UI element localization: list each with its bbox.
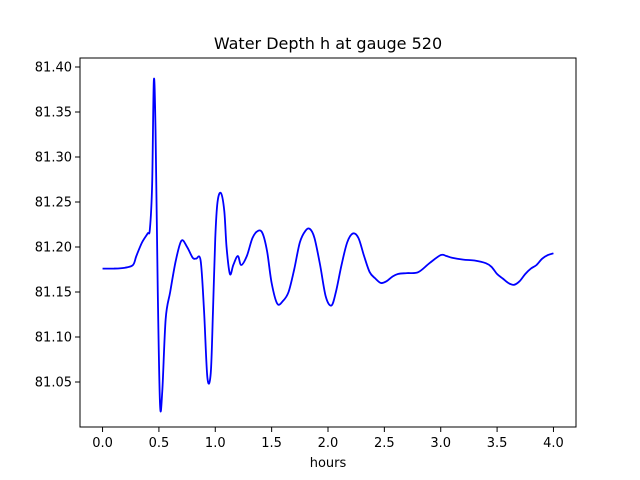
plot-frame	[79, 57, 577, 428]
y-tick-label: 81.30	[35, 151, 72, 166]
y-tick-label: 81.15	[35, 286, 72, 301]
x-tick-label: 2.0	[318, 436, 339, 451]
y-tick-label: 81.40	[35, 61, 72, 76]
y-tick-label: 81.20	[35, 241, 72, 256]
series-line-0	[102, 77, 554, 413]
y-tick-label: 81.25	[35, 196, 72, 211]
x-tick-label: 1.0	[205, 436, 226, 451]
series-layer	[102, 77, 554, 413]
y-tick-label: 81.10	[35, 331, 72, 346]
x-tick-label: 4.0	[543, 436, 564, 451]
x-tick-label: 0.0	[92, 436, 113, 451]
x-tick-label: 3.5	[487, 436, 508, 451]
x-tick-label: 1.5	[261, 436, 282, 451]
x-axis-label: hours	[310, 456, 347, 471]
chart-title: Water Depth h at gauge 520	[214, 34, 442, 53]
y-tick-label: 81.05	[35, 376, 72, 391]
x-tick-label: 2.5	[374, 436, 395, 451]
x-tick-label: 0.5	[149, 436, 170, 451]
x-tick-label: 3.0	[430, 436, 451, 451]
ticks-layer: 0.0 0.5 1.0 1.5 2.0 2.5 3.0 3.5 4.0 81.05 81.10 81.…	[35, 61, 564, 452]
y-tick-label: 81.35	[35, 106, 72, 121]
